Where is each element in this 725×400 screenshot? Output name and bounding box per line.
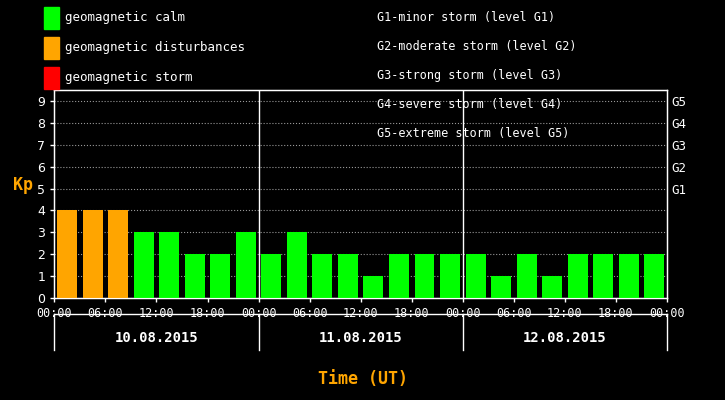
Bar <box>338 254 358 298</box>
Bar <box>185 254 204 298</box>
Text: G2-moderate storm (level G2): G2-moderate storm (level G2) <box>377 40 576 53</box>
Bar <box>363 276 384 298</box>
Bar <box>287 232 307 298</box>
Bar <box>389 254 409 298</box>
Bar <box>236 232 256 298</box>
Bar <box>440 254 460 298</box>
Bar <box>542 276 562 298</box>
Bar <box>645 254 664 298</box>
Bar <box>312 254 332 298</box>
Bar <box>83 210 103 298</box>
Bar <box>593 254 613 298</box>
Text: 12.08.2015: 12.08.2015 <box>523 331 607 345</box>
Text: Time (UT): Time (UT) <box>318 370 407 388</box>
Bar <box>618 254 639 298</box>
Bar <box>262 254 281 298</box>
Text: geomagnetic calm: geomagnetic calm <box>65 12 186 24</box>
Y-axis label: Kp: Kp <box>14 176 33 194</box>
Bar <box>491 276 511 298</box>
Text: 11.08.2015: 11.08.2015 <box>319 331 402 345</box>
Bar <box>568 254 588 298</box>
Bar <box>57 210 77 298</box>
Text: G3-strong storm (level G3): G3-strong storm (level G3) <box>377 69 563 82</box>
Bar <box>160 232 179 298</box>
Bar <box>465 254 486 298</box>
Text: G4-severe storm (level G4): G4-severe storm (level G4) <box>377 98 563 111</box>
Bar <box>517 254 536 298</box>
Bar <box>210 254 231 298</box>
Text: G5-extreme storm (level G5): G5-extreme storm (level G5) <box>377 127 569 140</box>
Text: G1-minor storm (level G1): G1-minor storm (level G1) <box>377 12 555 24</box>
Text: 10.08.2015: 10.08.2015 <box>115 331 199 345</box>
Bar <box>108 210 128 298</box>
Text: geomagnetic disturbances: geomagnetic disturbances <box>65 42 245 54</box>
Bar <box>415 254 434 298</box>
Text: geomagnetic storm: geomagnetic storm <box>65 72 193 84</box>
Bar <box>133 232 154 298</box>
